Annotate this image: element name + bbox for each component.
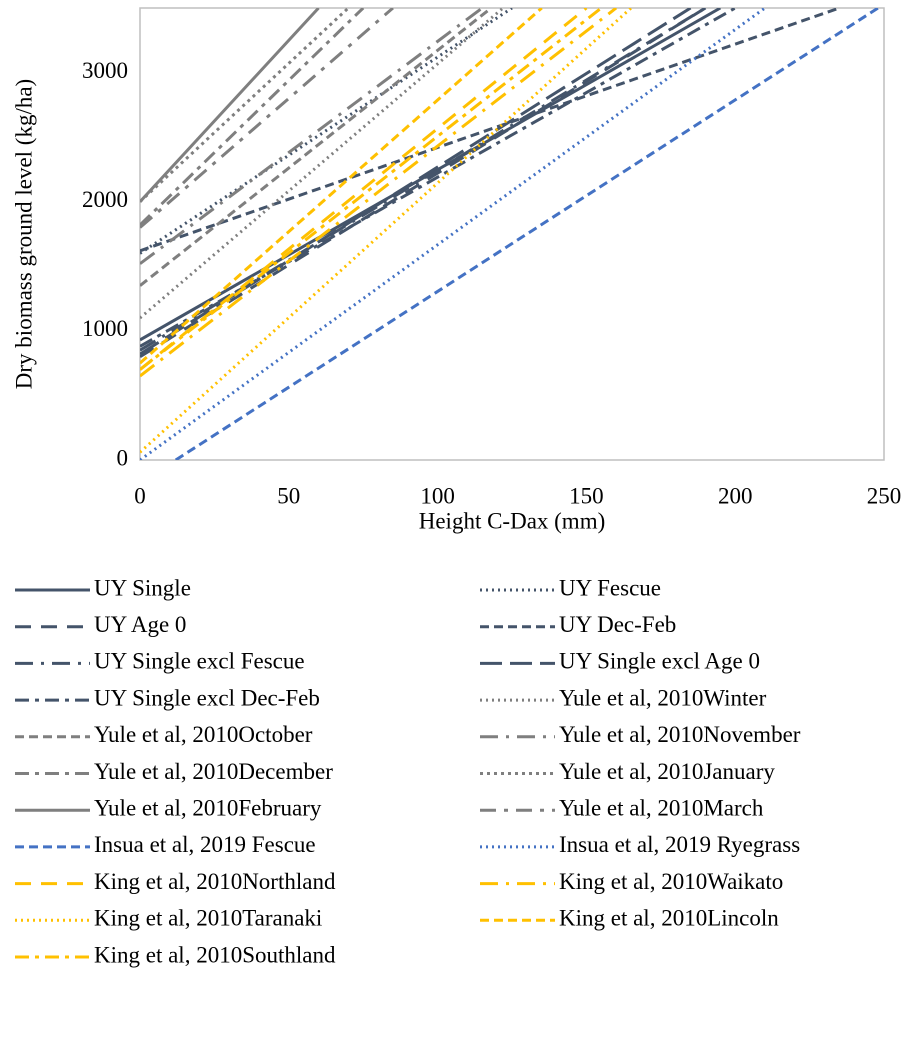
series-line [140,8,766,460]
legend-label: Insua et al, 2019 Ryegrass [559,832,800,857]
legend-label: King et al, 2010Lincoln [559,906,779,931]
legend-label: UY Single excl Fescue [94,649,305,674]
series-line [140,8,543,365]
legend-label: King et al, 2010Northland [94,869,336,894]
legend-label: UY Single excl Age 0 [559,649,760,674]
plot-frame [139,7,885,461]
legend-label: Yule et al, 2010October [94,722,313,747]
legend-label: Yule et al, 2010January [559,759,775,784]
x-axis-label: Height C-Dax (mm) [419,508,606,533]
legend-label: Yule et al, 2010November [559,722,801,747]
x-tick-label: 150 [569,483,604,508]
legend-label: Insua et al, 2019 Fescue [94,832,316,857]
legend-label: Yule et al, 2010February [94,795,322,820]
series-line [140,8,736,348]
x-tick-label: 250 [867,483,902,508]
series-line [140,8,707,358]
series-line [140,8,505,320]
y-tick-label: 1000 [82,316,128,341]
legend-label: Yule et al, 2010March [559,795,764,820]
legend-label: King et al, 2010Taranaki [94,906,322,931]
series-line [140,8,484,265]
series-line [140,8,633,454]
series-line [140,8,394,229]
legend-label: Yule et al, 2010Winter [559,685,767,710]
legend-label: Yule et al, 2010December [94,759,333,784]
y-tick-label: 2000 [82,187,128,212]
legend-label: UY Single excl Dec-Feb [94,685,320,710]
series-line [140,8,365,227]
series-line [140,8,493,287]
y-tick-label: 3000 [82,58,128,83]
legend-label: UY Dec-Feb [559,612,676,637]
x-tick-label: 200 [718,483,753,508]
legend-label: UY Single [94,575,191,600]
series-line [140,8,588,371]
y-tick-label: 0 [117,445,129,470]
x-tick-label: 0 [134,483,146,508]
legend-label: UY Fescue [559,575,661,600]
x-tick-label: 50 [277,483,300,508]
series-line [140,8,840,253]
series-line [140,8,350,203]
y-axis-label: Dry biomass ground level (kg/ha) [11,79,36,389]
x-tick-label: 100 [420,483,455,508]
series-line [140,8,618,378]
legend-label: King et al, 2010Southland [94,942,336,967]
series-line [140,8,603,371]
series-line [140,8,513,255]
series-line [140,8,320,203]
legend-label: UY Age 0 [94,612,186,637]
legend-label: King et al, 2010Waikato [559,869,783,894]
